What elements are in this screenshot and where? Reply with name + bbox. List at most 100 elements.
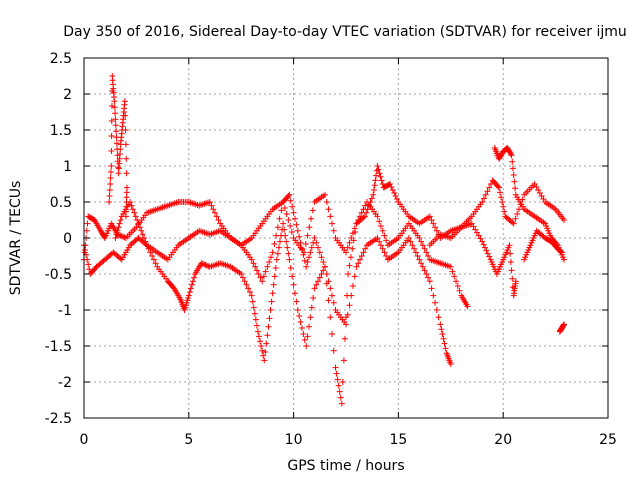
- data-point: [238, 271, 245, 277]
- data-point: [288, 229, 295, 235]
- data-point: [302, 241, 309, 247]
- data-point: [284, 244, 291, 251]
- data-point: [259, 347, 266, 354]
- data-point: [377, 242, 384, 249]
- data-point: [264, 263, 271, 270]
- data-point: [329, 331, 336, 337]
- data-point: [353, 220, 360, 227]
- data-point: [294, 307, 301, 313]
- data-point: [409, 242, 416, 249]
- data-point: [349, 245, 356, 252]
- data-point: [379, 227, 386, 234]
- data-point: [362, 202, 369, 209]
- data-point: [432, 299, 439, 306]
- data-point: [152, 260, 159, 267]
- data-point: [303, 263, 310, 270]
- data-point: [82, 247, 89, 253]
- data-point: [353, 263, 360, 270]
- data-point: [355, 260, 362, 267]
- data-point: [392, 193, 399, 199]
- data-point: [245, 285, 252, 292]
- data-point: [293, 221, 300, 228]
- data-point: [287, 265, 294, 271]
- y-tick-label: -2.5: [45, 411, 72, 427]
- y-axis-label: SDTVAR / TECUs: [8, 181, 24, 296]
- x-tick-label: 20: [494, 432, 512, 448]
- data-point: [108, 118, 115, 124]
- data-point: [122, 141, 129, 148]
- data-point: [112, 110, 119, 117]
- y-tick-labels: -2.5 -2 -1.5 -1 -0.5 0 0.5 1 1.5 2 2.5: [45, 51, 72, 427]
- data-point: [480, 195, 487, 202]
- data-point: [106, 199, 113, 205]
- data-point: [454, 283, 461, 289]
- data-point: [122, 127, 129, 133]
- data-point: [374, 213, 381, 220]
- data-point: [129, 206, 136, 213]
- data-point: [557, 248, 564, 255]
- data-point: [423, 271, 430, 277]
- data-point: [132, 213, 139, 220]
- data-point: [202, 262, 209, 268]
- data-point: [388, 184, 395, 190]
- data-point: [106, 193, 113, 199]
- data-point: [269, 249, 276, 256]
- data-point: [486, 184, 493, 191]
- data-point: [259, 278, 266, 285]
- data-point: [131, 209, 138, 216]
- data-point: [509, 219, 516, 226]
- data-point: [121, 98, 128, 105]
- data-point: [239, 274, 246, 281]
- series-track-1: [81, 163, 567, 407]
- data-point: [271, 273, 278, 280]
- data-point: [320, 267, 327, 274]
- data-point: [343, 321, 349, 328]
- data-point: [379, 245, 386, 252]
- data-point: [433, 307, 440, 313]
- data-point: [510, 220, 517, 227]
- data-point: [107, 181, 114, 187]
- data-point: [134, 217, 141, 223]
- data-point: [298, 325, 305, 331]
- data-point: [418, 260, 425, 267]
- data-point: [511, 178, 518, 185]
- data-point: [300, 331, 307, 337]
- data-point: [358, 209, 365, 216]
- data-point: [377, 223, 384, 229]
- data-point: [304, 232, 311, 239]
- data-point: [512, 185, 519, 192]
- data-point: [108, 148, 115, 154]
- data-point: [515, 206, 522, 213]
- data-point: [479, 199, 486, 205]
- data-point: [330, 347, 337, 354]
- data-point: [356, 256, 363, 263]
- data-point: [301, 337, 308, 343]
- data-point: [267, 254, 274, 261]
- data-point: [435, 314, 442, 321]
- y-tick-label: 2: [63, 87, 72, 103]
- data-point: [327, 285, 334, 292]
- y-tick-label: 1.5: [50, 123, 72, 139]
- data-point: [362, 245, 369, 252]
- data-point: [509, 275, 516, 282]
- data-point: [203, 262, 210, 269]
- data-point: [497, 189, 504, 196]
- data-point: [442, 345, 449, 352]
- data-point: [512, 278, 519, 285]
- data-point: [484, 188, 491, 195]
- data-point: [117, 232, 124, 239]
- data-point: [449, 268, 456, 275]
- data-point: [313, 239, 320, 246]
- data-point: [383, 253, 390, 259]
- data-point: [327, 314, 334, 321]
- data-point: [355, 217, 362, 223]
- data-point: [329, 220, 336, 227]
- data-point: [447, 361, 454, 367]
- data-point: [374, 235, 381, 241]
- data-point: [376, 218, 383, 225]
- data-point: [269, 290, 276, 297]
- data-point: [115, 224, 122, 231]
- data-point: [308, 215, 315, 222]
- data-point: [453, 278, 460, 285]
- data-point: [84, 256, 91, 263]
